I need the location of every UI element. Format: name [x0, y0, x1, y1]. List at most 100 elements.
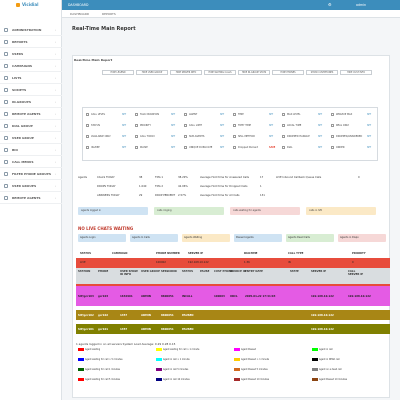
- agent-filter[interactable]: Agents in Dispo: [338, 234, 386, 242]
- legend-swatch: [234, 348, 240, 351]
- agent-filter[interactable]: Agents Waiting: [182, 234, 230, 242]
- setting-checkbox[interactable]: [86, 134, 89, 138]
- sidebar-item[interactable]: REMOTE AGENTS ›: [0, 192, 62, 204]
- legend-label: Agent waiting for call 1 minutes: [85, 368, 120, 371]
- toggle-button[interactable]: HIDE WAITING CALLS: [204, 70, 236, 75]
- toggle-button[interactable]: HIDE SERVER INFO: [170, 70, 202, 75]
- setting-link[interactable]: SET: [318, 145, 323, 149]
- setting-label: TIME: [238, 112, 244, 116]
- sidebar-item[interactable]: USERS ›: [0, 48, 62, 60]
- setting-link[interactable]: SET: [220, 123, 225, 127]
- toggle-button[interactable]: HIDE PHONES: [272, 70, 304, 75]
- sidebar-item[interactable]: REMOTE AGENTS ›: [0, 108, 62, 120]
- setting-checkbox[interactable]: [233, 112, 236, 116]
- sidebar-item[interactable]: BIO ›: [0, 144, 62, 156]
- setting-link[interactable]: SET: [220, 145, 225, 149]
- setting-link[interactable]: SET: [367, 112, 372, 116]
- setting-link[interactable]: SET: [220, 112, 225, 116]
- setting-checkbox[interactable]: [86, 112, 89, 116]
- status-summary[interactable]: calls ringing: [154, 207, 224, 215]
- setting-checkbox[interactable]: [233, 134, 236, 138]
- setting-checkbox[interactable]: [86, 145, 89, 149]
- sidebar-item[interactable]: DIAL GROUP ›: [0, 120, 62, 132]
- setting-checkbox[interactable]: [184, 134, 187, 138]
- sidebar-item[interactable]: IN-GROUPS ›: [0, 96, 62, 108]
- setting-checkbox[interactable]: [282, 134, 285, 138]
- sidebar-item[interactable]: CALL MENUS ›: [0, 156, 62, 168]
- setting-link[interactable]: SET: [367, 134, 372, 138]
- status-summary[interactable]: calls in IVR: [306, 207, 376, 215]
- setting-checkbox[interactable]: [282, 145, 285, 149]
- toggle-button[interactable]: HIDE USER GROUP: [136, 70, 168, 75]
- sidebar-item[interactable]: SCRIPTS ›: [0, 84, 62, 96]
- setting-checkbox[interactable]: [331, 145, 334, 149]
- setting-link[interactable]: SET: [367, 123, 372, 127]
- setting-link[interactable]: SET: [171, 112, 176, 116]
- setting-checkbox[interactable]: [282, 123, 285, 127]
- call-row[interactable]: [76, 258, 390, 268]
- status-summary[interactable]: calls waiting for agents: [230, 207, 300, 215]
- chevron-right-icon: ›: [55, 183, 57, 188]
- setting-checkbox[interactable]: [135, 134, 138, 138]
- dashboard-tab[interactable]: DASHBOARD: [68, 3, 89, 7]
- setting-checkbox[interactable]: [331, 112, 334, 116]
- setting-link[interactable]: SET: [269, 123, 274, 127]
- setting-link[interactable]: SET: [318, 112, 323, 116]
- agent-filter[interactable]: Agents Login: [78, 234, 126, 242]
- breadcrumb-item[interactable]: REPORTS: [102, 12, 116, 16]
- setting-link[interactable]: SET: [171, 123, 176, 127]
- chevron-right-icon: ›: [55, 147, 57, 152]
- setting-checkbox[interactable]: [86, 123, 89, 127]
- agent-row[interactable]: [76, 324, 390, 334]
- setting-link[interactable]: SET: [220, 134, 225, 138]
- setting-link[interactable]: SAVE: [269, 145, 276, 149]
- setting-checkbox[interactable]: [331, 123, 334, 127]
- setting-checkbox[interactable]: [331, 134, 334, 138]
- setting-checkbox[interactable]: [135, 145, 138, 149]
- toggle-button[interactable]: HIDE IN-GROUP STATS: [238, 70, 270, 75]
- status-summary[interactable]: agents logged in: [78, 207, 148, 215]
- sidebar-item[interactable]: CAMPAIGNS ›: [0, 60, 62, 72]
- sidebar-item[interactable]: USER GROUP ›: [0, 132, 62, 144]
- agents-header-cell: PHONE: [98, 270, 109, 273]
- toggle-button[interactable]: HIDE LEGEND: [102, 70, 134, 75]
- setting-link[interactable]: SET: [269, 134, 274, 138]
- setting-label: TALK DURATION: [140, 112, 160, 116]
- setting-link[interactable]: SET: [318, 134, 323, 138]
- breadcrumb-item[interactable]: DASHBOARD: [70, 12, 90, 16]
- sidebar-item[interactable]: LISTS ›: [0, 72, 62, 84]
- call-cell: IN: [288, 261, 291, 264]
- sidebar-item[interactable]: USER GROUPS ›: [0, 180, 62, 192]
- setting-link[interactable]: SET: [269, 112, 274, 116]
- setting-checkbox[interactable]: [184, 145, 187, 149]
- agent-filter[interactable]: Paused Agents: [234, 234, 282, 242]
- setting-link[interactable]: SET: [318, 123, 323, 127]
- bell-icon[interactable]: ⚙: [328, 2, 332, 7]
- setting-link[interactable]: SET: [122, 145, 127, 149]
- toggle-button[interactable]: SHOW CUSTPHONES: [306, 70, 338, 75]
- logo[interactable]: Vicidial: [0, 0, 62, 10]
- agent-row[interactable]: [76, 310, 390, 320]
- setting-checkbox[interactable]: [184, 123, 187, 127]
- setting-checkbox[interactable]: [184, 112, 187, 116]
- agent-row[interactable]: [76, 286, 390, 306]
- setting-checkbox[interactable]: [233, 123, 236, 127]
- agent-filter[interactable]: Agents In Calls: [130, 234, 178, 242]
- setting-link[interactable]: SET: [122, 112, 127, 116]
- setting-checkbox[interactable]: [135, 123, 138, 127]
- setting-link[interactable]: SET: [367, 145, 372, 149]
- agent-filter[interactable]: Agents Dead Calls: [286, 234, 334, 242]
- setting-link[interactable]: SET: [122, 123, 127, 127]
- setting-checkbox[interactable]: [233, 145, 236, 149]
- setting-link[interactable]: SET: [171, 134, 176, 138]
- sidebar-item[interactable]: FILTER PHONE GROUPS ›: [0, 168, 62, 180]
- setting-checkbox[interactable]: [135, 112, 138, 116]
- sidebar-item[interactable]: REPORTS ›: [0, 36, 62, 48]
- sidebar-item[interactable]: ADMINISTRATION ›: [0, 24, 62, 36]
- user-menu[interactable]: admin: [356, 3, 366, 7]
- menu-icon: [4, 124, 8, 128]
- setting-link[interactable]: SET: [171, 145, 176, 149]
- toggle-button[interactable]: HIDE CUST INFO: [340, 70, 372, 75]
- setting-link[interactable]: SET: [122, 134, 127, 138]
- setting-checkbox[interactable]: [282, 112, 285, 116]
